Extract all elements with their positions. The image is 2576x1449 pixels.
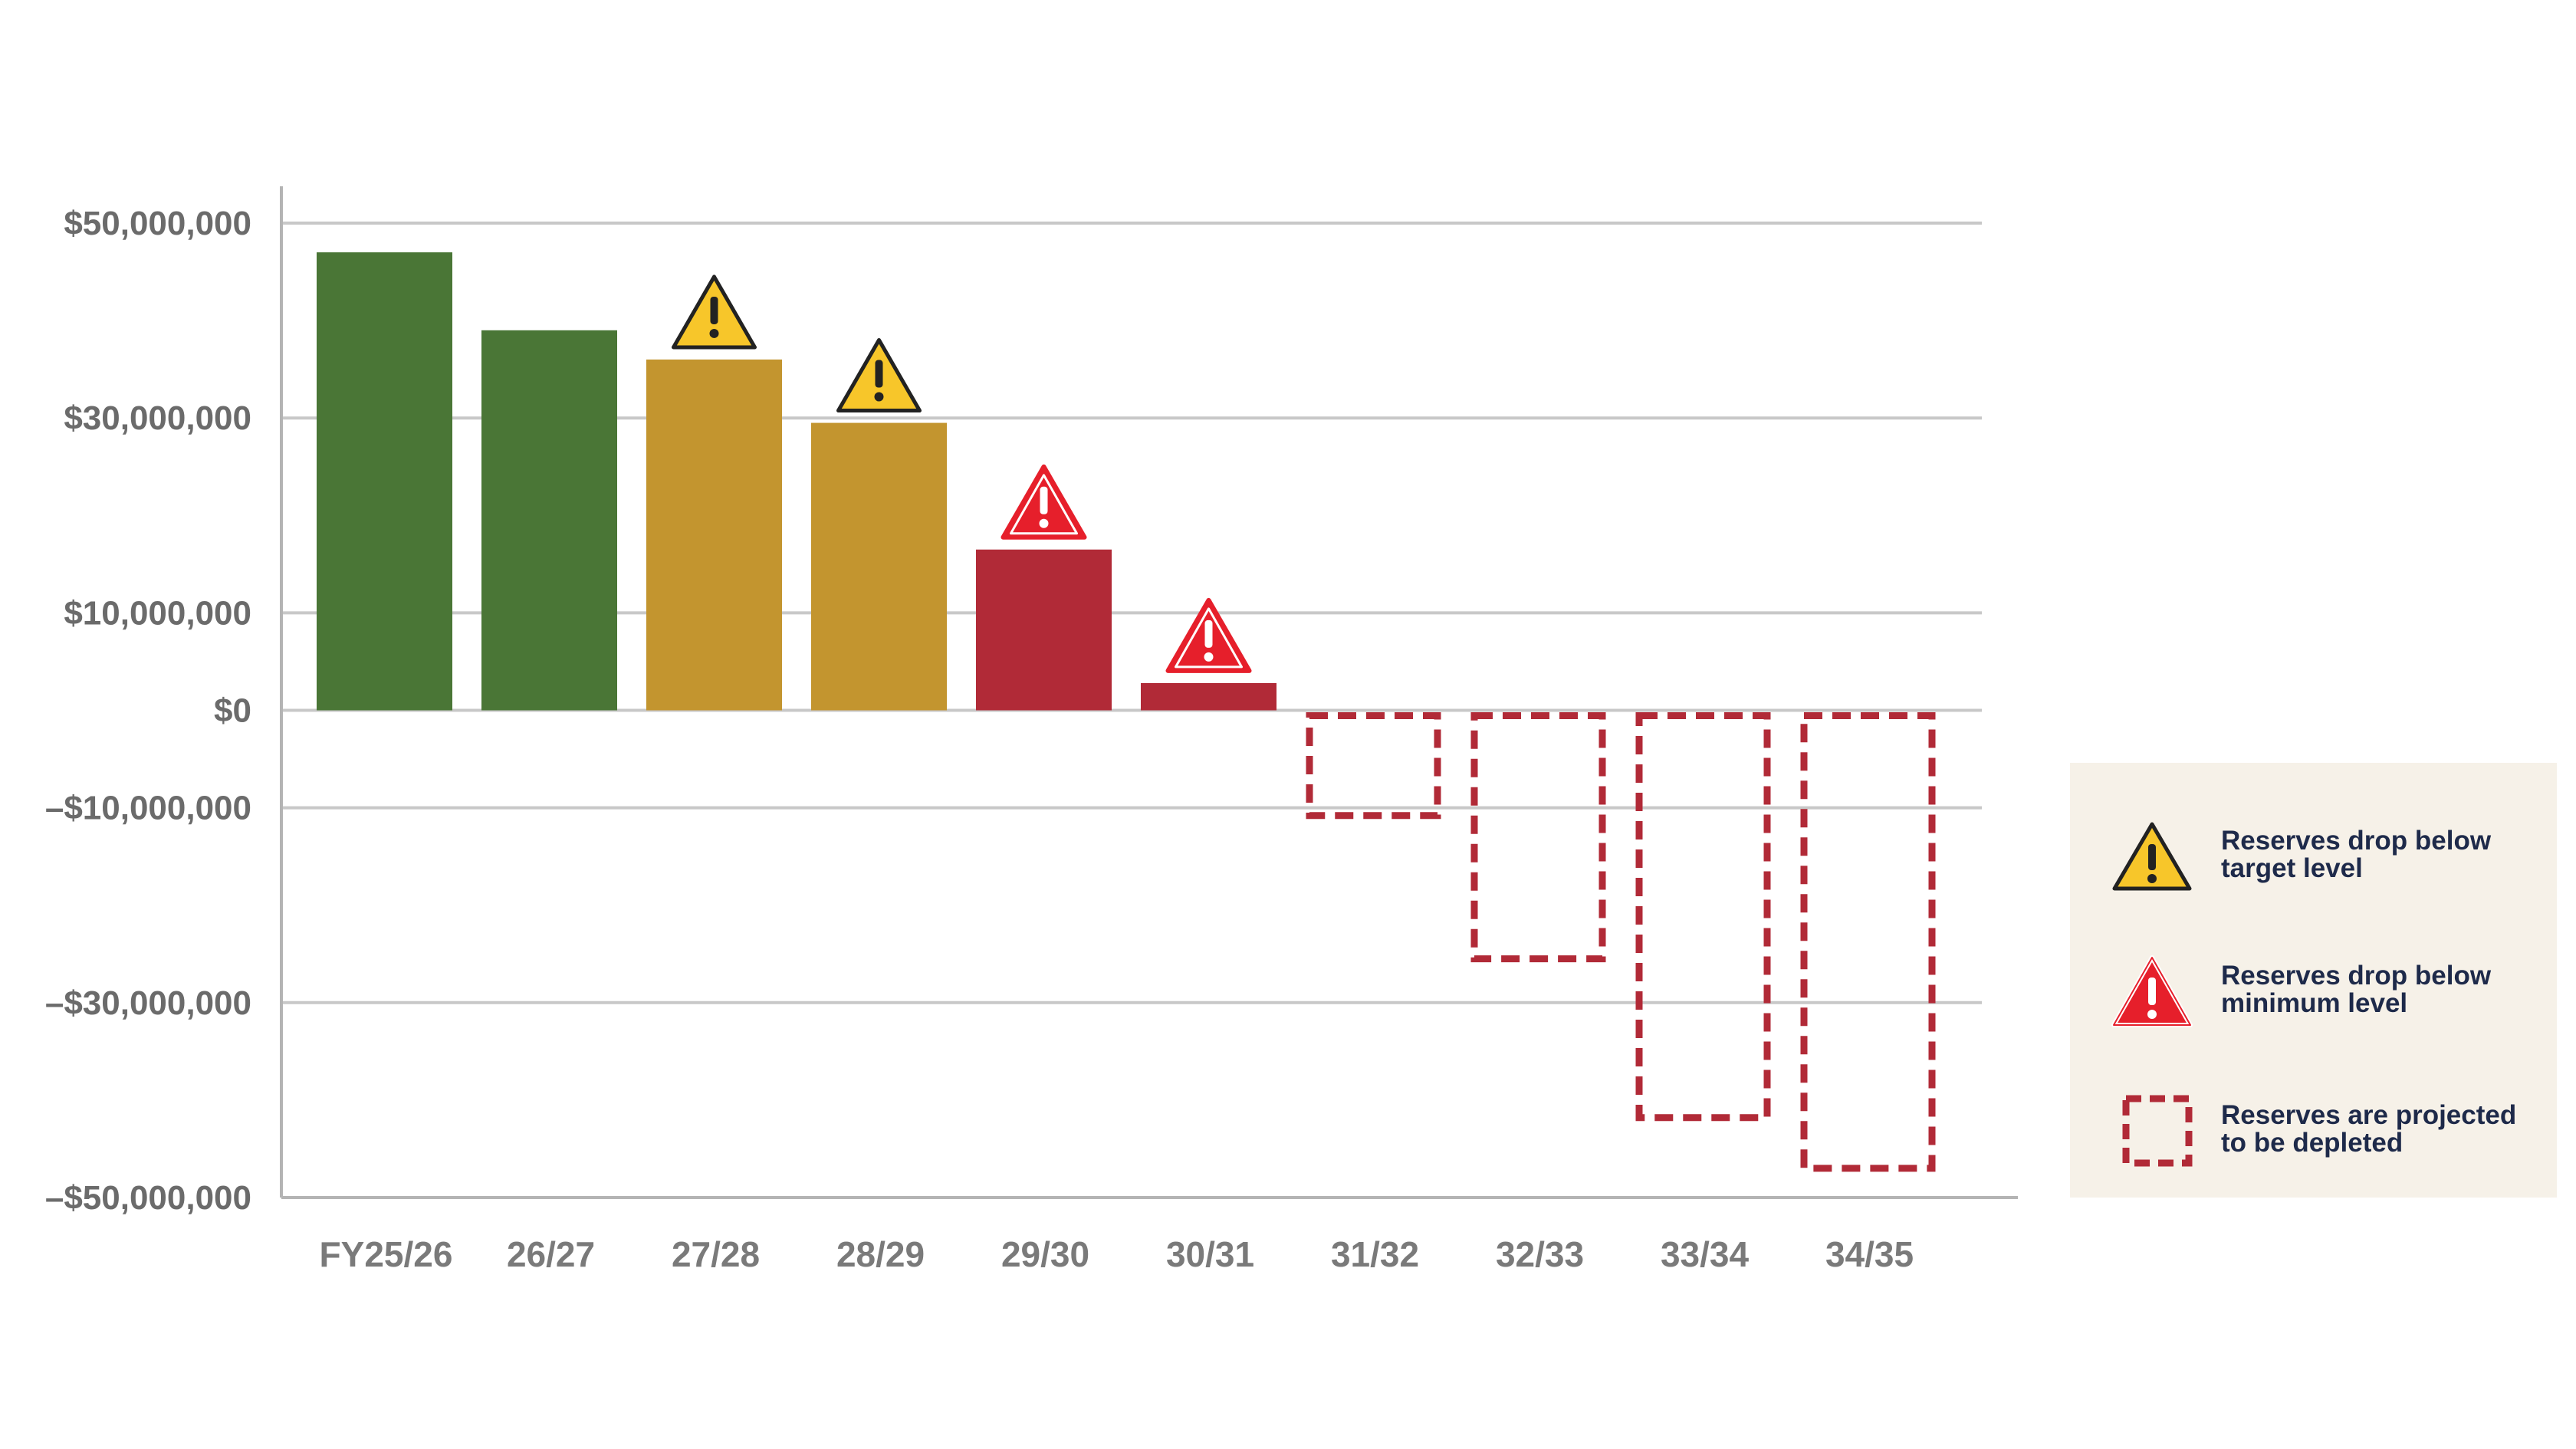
warning-yellow-icon (672, 274, 757, 350)
x-tick-label: 34/35 (1825, 1234, 1914, 1274)
axes (280, 186, 2018, 1199)
x-tick-label: 27/28 (672, 1234, 760, 1274)
bar-29/30 (976, 549, 1112, 711)
bar-32/33 (1470, 712, 1606, 963)
warning-yellow-icon (2112, 822, 2192, 891)
warning-red-icon (1165, 597, 1252, 673)
bar-33/34 (1635, 712, 1771, 1122)
legend-label: Reserves drop below minimum level (2221, 961, 2492, 1018)
y-tick-label: –$50,000,000 (45, 1179, 251, 1217)
bar-28/29 (811, 422, 947, 711)
legend: Reserves drop below target level Reserve… (2070, 763, 2557, 1198)
bar-27/28 (646, 359, 782, 711)
legend-label: Reserves drop below target level (2221, 826, 2492, 883)
y-tick-label: $30,000,000 (64, 399, 251, 437)
x-tick-label: 32/33 (1496, 1234, 1584, 1274)
x-tick-label: 29/30 (1001, 1234, 1089, 1274)
legend-item-depleted: Reserves are projected to be depleted (2070, 1085, 2557, 1177)
legend-label: Reserves are projected to be depleted (2221, 1100, 2517, 1158)
y-tick-label: $50,000,000 (64, 205, 251, 242)
warning-icons (672, 274, 1252, 673)
x-tick-label: 30/31 (1166, 1234, 1254, 1274)
x-tick-label: 28/29 (836, 1234, 925, 1274)
y-tick-label: –$10,000,000 (45, 790, 251, 827)
warning-red-icon (2111, 955, 2193, 1027)
x-tick-label: 33/34 (1661, 1234, 1750, 1274)
x-tick-label: 26/27 (507, 1234, 595, 1274)
y-tick-label: $0 (214, 692, 251, 730)
bar-FY25/26 (317, 252, 452, 711)
y-axis-ticks: $50,000,000 $30,000,000 $10,000,000 $0 –$10,… (45, 205, 251, 1217)
bar-34/35 (1800, 712, 1936, 1172)
dashed-box-icon (2122, 1095, 2193, 1167)
legend-item-below-minimum: Reserves drop below minimum level (2070, 945, 2557, 1037)
y-tick-label: –$30,000,000 (45, 984, 251, 1022)
x-tick-label: 31/32 (1331, 1234, 1419, 1274)
legend-item-below-target: Reserves drop below target level (2070, 810, 2557, 902)
bars (317, 252, 1936, 1172)
warning-red-icon (1001, 464, 1087, 540)
bar-26/27 (481, 330, 617, 711)
bar-31/32 (1306, 712, 1441, 820)
reserves-chart: $50,000,000 $30,000,000 $10,000,000 $0 –$10,… (45, 186, 2018, 1274)
bar-30/31 (1141, 682, 1276, 711)
x-tick-label: FY25/26 (320, 1234, 453, 1274)
x-axis-ticks: FY25/26 26/27 27/28 28/29 29/30 30/31 31/32 32/… (320, 1234, 1914, 1274)
y-tick-label: $10,000,000 (64, 594, 251, 632)
warning-yellow-icon (836, 338, 922, 413)
